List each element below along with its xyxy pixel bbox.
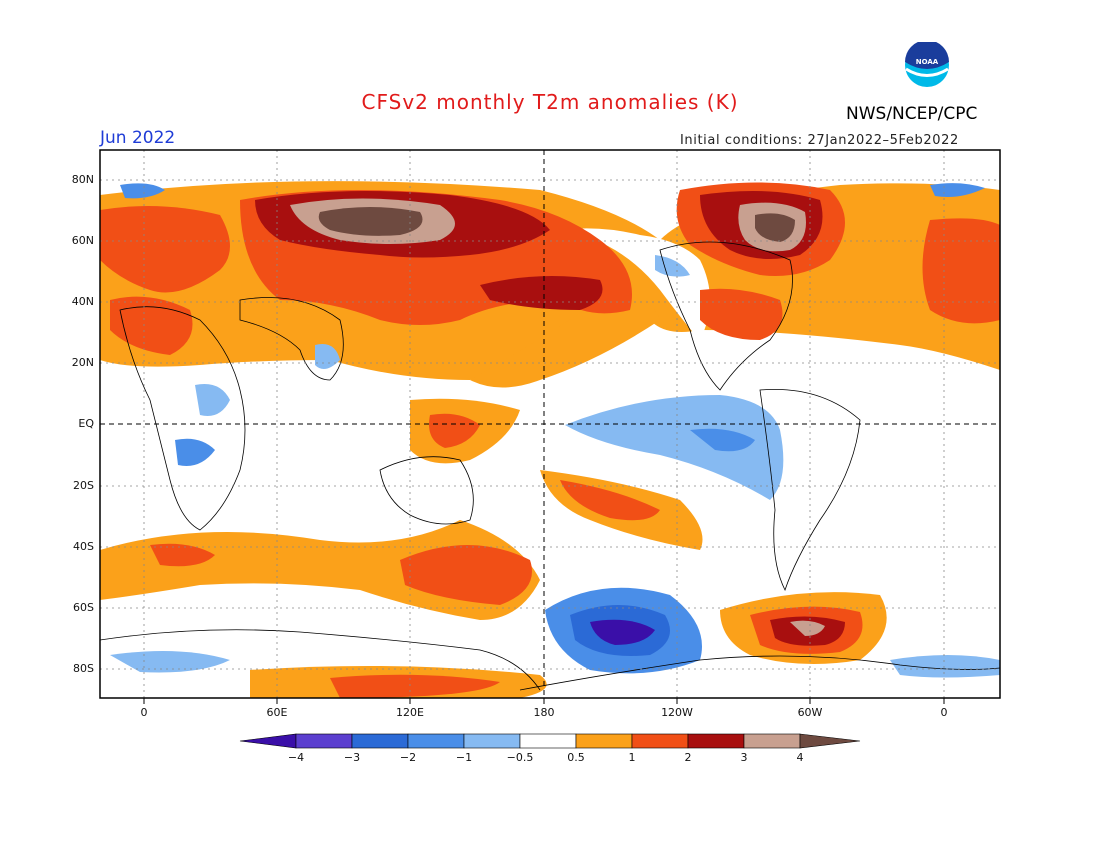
- cool-patch-arctic-west: [120, 183, 165, 199]
- colorbar-segment: [351, 733, 409, 749]
- lon-label: 0: [940, 706, 948, 719]
- cool-patch-africa: [175, 438, 215, 466]
- colorbar-label: −0.5: [506, 751, 534, 764]
- lat-label: 60S: [73, 601, 94, 614]
- red-southern-patches: [150, 543, 215, 567]
- colorbar-segment: [295, 733, 353, 749]
- dark-brown-canada: [755, 213, 795, 242]
- lon-label: 0: [140, 706, 148, 719]
- red-south-pacific: [560, 480, 660, 521]
- red-europe: [100, 206, 230, 293]
- lat-label: 80N: [71, 173, 94, 186]
- colorbar-label: 1: [628, 751, 636, 764]
- colorbar-label: −1: [455, 751, 473, 764]
- cool-ring-atlantic: [890, 655, 1000, 678]
- colorbar-segment-min: [239, 733, 297, 749]
- coastlines: [100, 241, 1000, 691]
- cool-equatorial-pacific: [565, 395, 784, 500]
- initial-conditions: Initial conditions: 27Jan2022–5Feb2022: [680, 133, 959, 148]
- svg-text:NOAA: NOAA: [916, 58, 939, 66]
- lon-label: 120W: [661, 706, 693, 719]
- cool-ring-indian: [110, 651, 230, 673]
- neutral-pacific-north: [560, 228, 710, 340]
- colorbar-label: 3: [740, 751, 748, 764]
- lat-label: EQ: [78, 417, 94, 430]
- red-antarctic: [330, 674, 500, 698]
- colorbar-segment: [519, 733, 577, 749]
- colorbar-label: −2: [399, 751, 417, 764]
- lat-label: 20S: [73, 479, 94, 492]
- agency-label: NWS/NCEP/CPC: [846, 104, 978, 124]
- cool-southern-ocean-center: [590, 619, 655, 645]
- warm-band-south: [100, 520, 540, 620]
- warm-band-pacific-tail: [470, 297, 660, 388]
- cool-patch-arabia: [195, 384, 230, 416]
- lon-label: 180: [533, 706, 555, 719]
- red-atlantic-east: [922, 218, 1000, 324]
- colorbar-segment: [687, 733, 745, 749]
- cool-patch-pacific-ne: [655, 255, 690, 277]
- forecast-month: Jun 2022: [100, 128, 176, 148]
- colorbar-label: 4: [796, 751, 804, 764]
- lat-label: 20N: [71, 356, 94, 369]
- darkred-north-pacific: [480, 276, 603, 310]
- cool-equatorial-pacific-core: [690, 428, 755, 452]
- lat-label: 40S: [73, 540, 94, 553]
- colorbar-label: 2: [684, 751, 692, 764]
- lat-label: 80S: [73, 662, 94, 675]
- lon-label: 60E: [266, 706, 288, 719]
- brown-drake: [790, 620, 825, 636]
- red-us-east: [700, 288, 783, 340]
- colorbar-segment: [463, 733, 521, 749]
- map-title: CFSv2 monthly T2m anomalies (K): [361, 90, 739, 114]
- colorbar-label: 0.5: [567, 751, 585, 764]
- colorbar-segment: [631, 733, 689, 749]
- lat-label: 60N: [71, 234, 94, 247]
- colorbar-label: −4: [287, 751, 305, 764]
- map-frame: [99, 149, 1001, 699]
- colorbar: [239, 733, 861, 749]
- noaa-logo: NOAA: [905, 42, 949, 87]
- colorbar-segment: [575, 733, 633, 749]
- red-tasman: [400, 545, 532, 605]
- colorbar-label: −3: [343, 751, 361, 764]
- lon-label: 120E: [396, 706, 424, 719]
- dark-brown-siberia: [318, 207, 423, 236]
- gridlines: [100, 150, 1000, 698]
- red-west-asia: [110, 296, 193, 355]
- colorbar-segment: [407, 733, 465, 749]
- red-maritime-continent: [429, 413, 480, 448]
- colorbar-segment-max: [799, 733, 861, 749]
- colorbar-segment: [743, 733, 801, 749]
- cool-patch-india: [315, 344, 340, 369]
- lat-label: 40N: [71, 295, 94, 308]
- lon-label: 60W: [797, 706, 823, 719]
